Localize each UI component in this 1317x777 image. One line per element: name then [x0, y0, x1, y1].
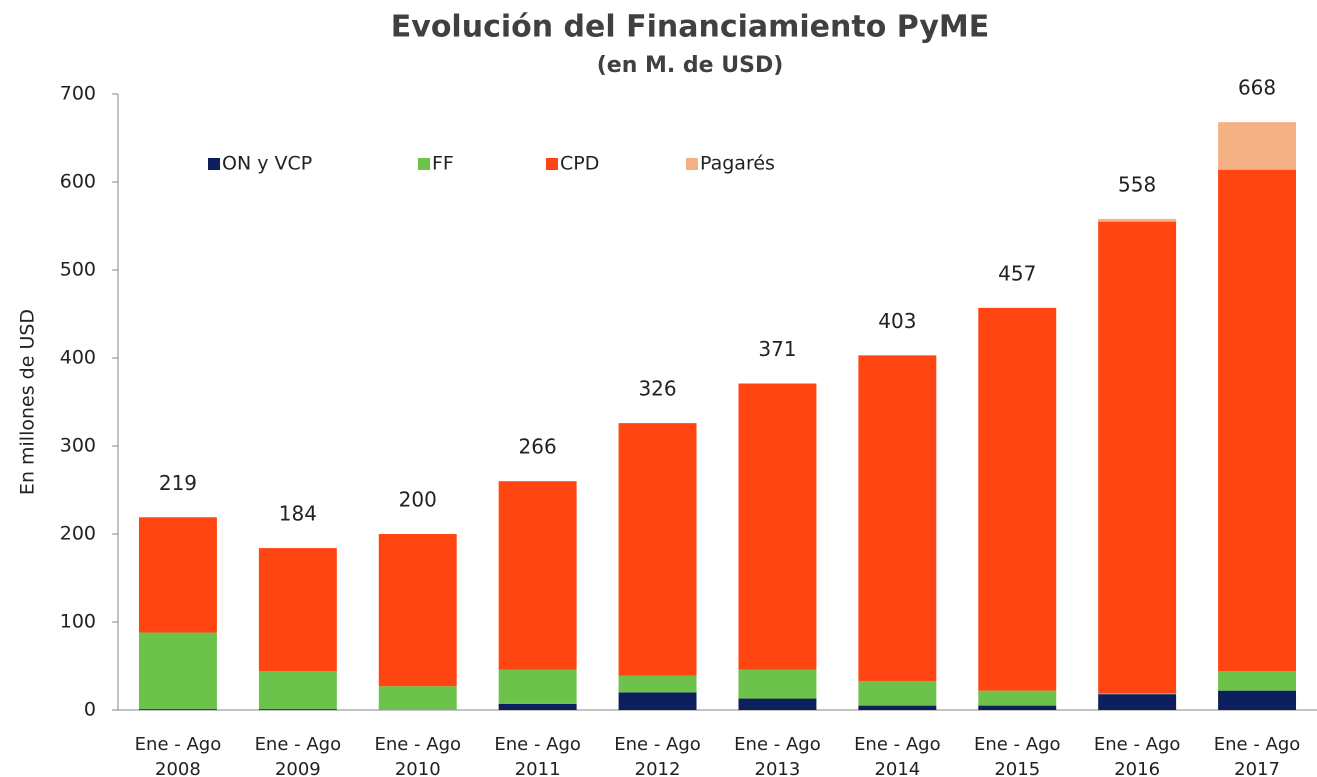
legend-swatch [418, 158, 430, 170]
bar-segment [498, 481, 577, 670]
bar-segment [1098, 218, 1177, 222]
bar-segment [618, 423, 697, 676]
y-tick-label: 500 [60, 259, 96, 281]
bar-segment [138, 709, 217, 710]
bar-segment [978, 705, 1057, 710]
x-tick-label: Ene - Ago [255, 734, 342, 755]
bar-segment [1098, 221, 1177, 694]
bar-segment [1218, 671, 1297, 691]
legend-label: ON y VCP [222, 153, 312, 175]
bar-segment [498, 669, 577, 704]
legend-label: FF [432, 153, 454, 175]
total-label: 200 [399, 488, 437, 512]
y-tick-label: 400 [60, 347, 96, 369]
bar-segment [978, 690, 1057, 706]
legend-swatch [546, 158, 558, 170]
bar-segment [258, 671, 337, 710]
total-label: 457 [998, 261, 1036, 285]
x-tick-label: 2013 [755, 759, 801, 777]
total-label: 184 [279, 502, 317, 526]
total-label: 219 [159, 471, 197, 495]
x-tick-label: 2009 [275, 759, 321, 777]
bar-segment [1098, 693, 1177, 695]
bar-segment [1218, 690, 1297, 710]
y-tick-label: 700 [60, 83, 96, 105]
legend-swatch [686, 158, 698, 170]
x-tick-label: 2008 [155, 759, 201, 777]
total-label: 371 [758, 337, 796, 361]
x-tick-label: Ene - Ago [494, 734, 581, 755]
chart-subtitle: (en M. de USD) [597, 53, 784, 78]
legend-label: CPD [560, 153, 599, 175]
y-tick-label: 200 [60, 523, 96, 545]
y-axis-label: En millones de USD [17, 309, 39, 495]
x-tick-label: 2011 [515, 759, 561, 777]
bar-segment [1098, 694, 1177, 710]
x-tick-label: 2017 [1234, 759, 1280, 777]
bar-segment [618, 692, 697, 710]
total-label: 326 [638, 377, 676, 401]
x-tick-label: Ene - Ago [1214, 734, 1301, 755]
chart-title: Evolución del Financiamiento PyME [391, 10, 989, 45]
bar-segment [498, 703, 577, 710]
x-tick-label: Ene - Ago [135, 734, 222, 755]
bar-segment [138, 632, 217, 710]
bar-segment [378, 534, 457, 687]
x-tick-label: 2014 [874, 759, 920, 777]
bar-segment [858, 680, 937, 706]
bar-segment [618, 675, 697, 693]
total-label: 558 [1118, 172, 1156, 196]
bar-segment [378, 686, 457, 710]
total-label: 668 [1238, 76, 1276, 100]
x-tick-label: Ene - Ago [374, 734, 461, 755]
x-tick-label: 2010 [395, 759, 441, 777]
bar-segment [858, 355, 937, 681]
bar-segment [258, 709, 337, 710]
bar-segment [978, 307, 1057, 691]
total-label: 266 [519, 435, 557, 459]
x-tick-label: Ene - Ago [854, 734, 941, 755]
y-tick-label: 300 [60, 435, 96, 457]
x-tick-label: 2016 [1114, 759, 1160, 777]
bar-segment [1218, 169, 1297, 672]
bar-segment [738, 669, 817, 699]
legend-swatch [208, 158, 220, 170]
bar-segment [1218, 122, 1297, 170]
bar-segment [258, 548, 337, 672]
legend-label: Pagarés [700, 153, 775, 175]
total-label: 403 [878, 309, 916, 333]
y-tick-label: 100 [60, 611, 96, 633]
x-tick-label: Ene - Ago [1094, 734, 1181, 755]
bar-segment [138, 517, 217, 633]
y-tick-label: 600 [60, 171, 96, 193]
y-tick-label: 0 [84, 699, 96, 721]
bar-segment [858, 705, 937, 710]
bar-segment [738, 698, 817, 710]
x-tick-label: Ene - Ago [734, 734, 821, 755]
x-tick-label: Ene - Ago [614, 734, 701, 755]
bar-segment [738, 383, 817, 670]
x-tick-label: Ene - Ago [974, 734, 1061, 755]
x-tick-label: 2015 [994, 759, 1040, 777]
x-tick-label: 2012 [635, 759, 681, 777]
